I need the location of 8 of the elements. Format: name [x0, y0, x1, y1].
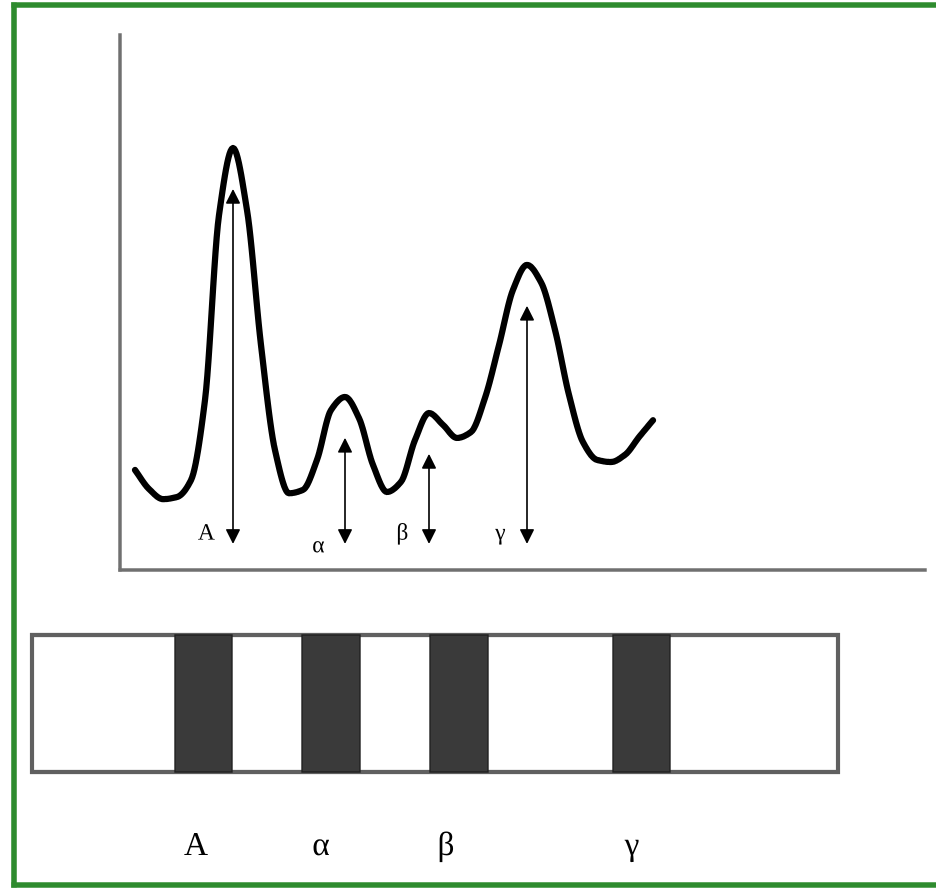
annotation: γ — [495, 528, 506, 545]
annotation: β — [398, 523, 408, 545]
annotation: α — [313, 541, 324, 553]
text: β — [440, 832, 454, 862]
text: α — [314, 839, 329, 856]
text: A — [184, 832, 208, 855]
annotation: A — [198, 524, 215, 540]
text: γ — [624, 840, 639, 862]
